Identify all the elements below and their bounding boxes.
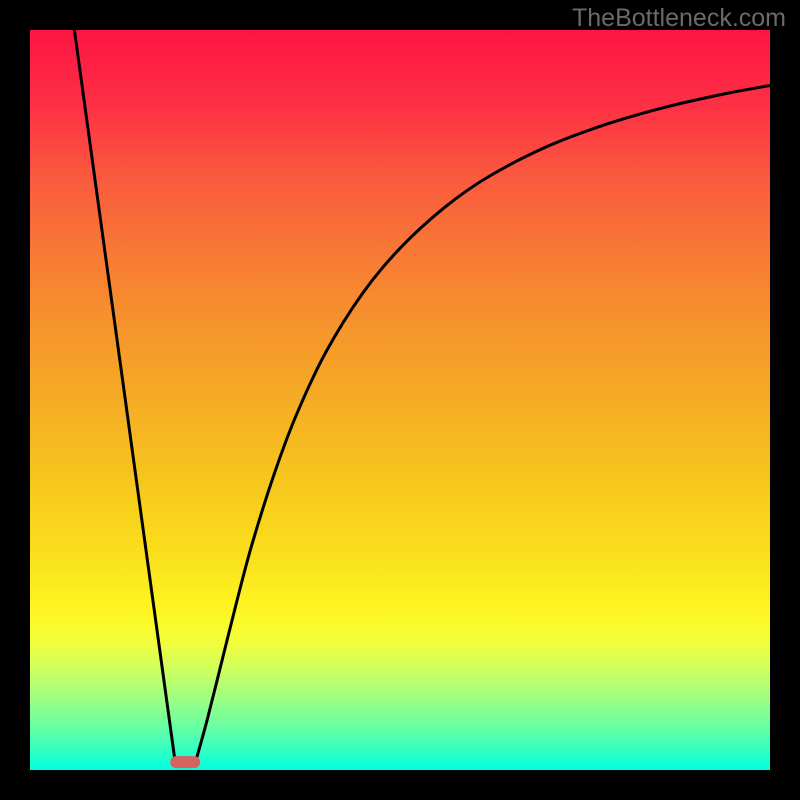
watermark-text: TheBottleneck.com xyxy=(572,4,786,33)
chart-container: TheBottleneck.com xyxy=(0,0,800,800)
left-descending-line xyxy=(74,30,175,761)
sweet-spot-marker xyxy=(171,756,201,768)
plot-area xyxy=(30,30,770,770)
right-rising-curve xyxy=(196,86,770,762)
bottleneck-curves xyxy=(30,30,770,770)
